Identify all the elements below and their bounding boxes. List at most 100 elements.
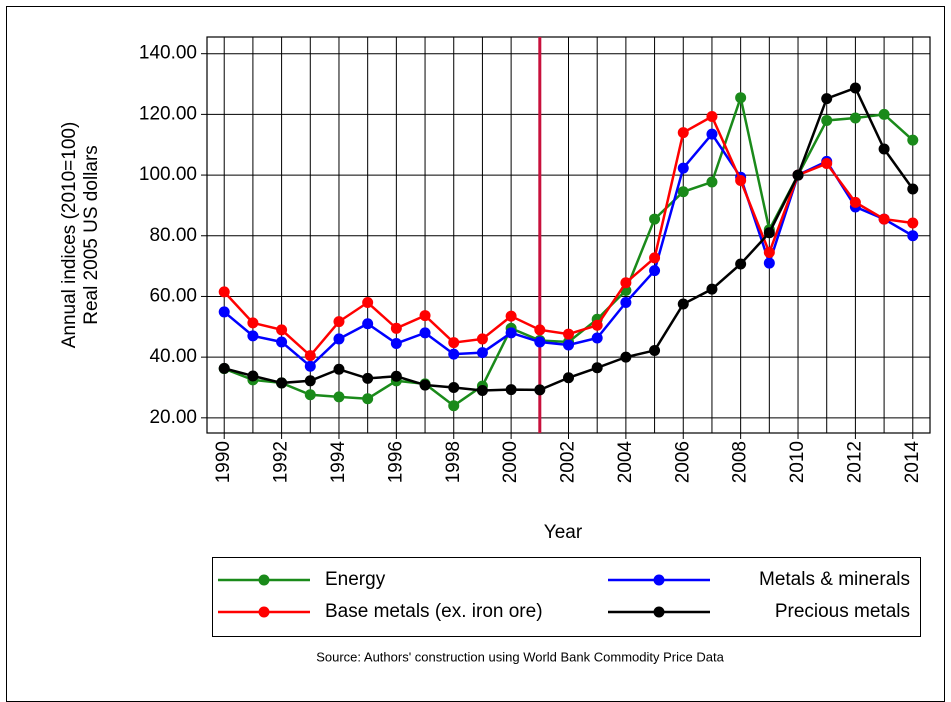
marker bbox=[763, 246, 775, 258]
marker bbox=[591, 319, 603, 331]
x-tick-label: 2008 bbox=[730, 441, 751, 483]
marker bbox=[706, 111, 718, 123]
marker bbox=[907, 134, 919, 146]
marker bbox=[276, 336, 288, 348]
marker bbox=[390, 370, 402, 382]
marker bbox=[333, 316, 345, 328]
marker bbox=[362, 297, 374, 309]
marker bbox=[591, 362, 603, 374]
marker bbox=[907, 183, 919, 195]
marker bbox=[419, 379, 431, 391]
y-tick-label: 40.00 bbox=[149, 346, 197, 367]
legend-label: Base metals (ex. iron ore) bbox=[325, 601, 543, 622]
marker bbox=[763, 227, 775, 239]
marker bbox=[476, 347, 488, 359]
x-axis-label: Year bbox=[544, 522, 583, 543]
marker bbox=[821, 158, 833, 170]
marker bbox=[505, 384, 517, 396]
y-tick-label: 20.00 bbox=[149, 407, 197, 428]
marker bbox=[821, 114, 833, 126]
marker bbox=[304, 389, 316, 401]
marker bbox=[620, 351, 632, 363]
marker bbox=[333, 391, 345, 403]
marker bbox=[304, 360, 316, 372]
marker bbox=[448, 381, 460, 393]
marker bbox=[304, 375, 316, 387]
marker bbox=[706, 176, 718, 188]
marker bbox=[878, 143, 890, 155]
y-tick-label: 100.00 bbox=[139, 164, 197, 185]
marker bbox=[362, 318, 374, 330]
marker bbox=[735, 92, 747, 104]
marker bbox=[677, 298, 689, 310]
x-tick-label: 2002 bbox=[558, 441, 579, 483]
marker bbox=[362, 393, 374, 405]
x-tick-label: 1990 bbox=[213, 441, 234, 483]
marker bbox=[448, 337, 460, 349]
marker bbox=[333, 363, 345, 375]
marker bbox=[390, 337, 402, 349]
marker bbox=[878, 108, 890, 120]
marker bbox=[304, 350, 316, 362]
marker bbox=[276, 324, 288, 336]
legend-label: Metals & minerals bbox=[759, 569, 910, 590]
marker bbox=[907, 230, 919, 242]
marker bbox=[907, 217, 919, 229]
marker bbox=[448, 348, 460, 360]
marker bbox=[649, 344, 661, 356]
x-tick-label: 2000 bbox=[500, 441, 521, 483]
marker bbox=[390, 322, 402, 334]
legend-label: Energy bbox=[325, 569, 386, 590]
legend-marker bbox=[258, 574, 270, 586]
x-tick-label: 1996 bbox=[385, 441, 406, 483]
marker bbox=[419, 310, 431, 322]
x-tick-label: 2010 bbox=[787, 441, 808, 483]
marker bbox=[563, 339, 574, 351]
marker bbox=[534, 384, 546, 396]
marker bbox=[620, 297, 632, 309]
marker bbox=[218, 362, 230, 374]
marker bbox=[218, 286, 230, 298]
source-note: Source: Authors' construction using Worl… bbox=[316, 649, 724, 664]
marker bbox=[649, 252, 661, 264]
plot-border bbox=[206, 36, 931, 434]
marker bbox=[476, 333, 488, 345]
x-tick-label: 2012 bbox=[844, 441, 865, 483]
marker bbox=[505, 310, 517, 322]
marker bbox=[649, 213, 661, 225]
legend-marker bbox=[653, 606, 665, 618]
marker bbox=[563, 372, 574, 384]
marker bbox=[677, 162, 689, 174]
marker bbox=[247, 330, 259, 342]
marker bbox=[649, 265, 661, 277]
marker bbox=[333, 333, 345, 345]
marker bbox=[362, 372, 374, 384]
y-tick-label: 140.00 bbox=[139, 43, 197, 64]
x-tick-label: 1994 bbox=[328, 441, 349, 484]
x-tick-label: 2006 bbox=[672, 441, 693, 483]
marker bbox=[677, 127, 689, 139]
marker bbox=[735, 258, 747, 270]
marker bbox=[448, 400, 460, 412]
marker bbox=[735, 175, 747, 187]
legend-marker bbox=[258, 606, 270, 618]
marker bbox=[706, 283, 718, 295]
marker bbox=[763, 257, 775, 269]
marker bbox=[247, 317, 259, 329]
marker bbox=[821, 93, 833, 105]
marker bbox=[677, 186, 689, 198]
marker bbox=[563, 328, 574, 340]
marker bbox=[505, 327, 517, 339]
x-tick-label: 1998 bbox=[443, 441, 464, 483]
marker bbox=[620, 277, 632, 289]
marker bbox=[276, 377, 288, 389]
marker bbox=[878, 213, 890, 225]
x-tick-label: 2014 bbox=[902, 441, 923, 484]
marker bbox=[218, 306, 230, 318]
marker bbox=[534, 324, 546, 336]
marker bbox=[534, 336, 546, 348]
marker bbox=[849, 112, 861, 124]
legend-marker bbox=[653, 574, 665, 586]
